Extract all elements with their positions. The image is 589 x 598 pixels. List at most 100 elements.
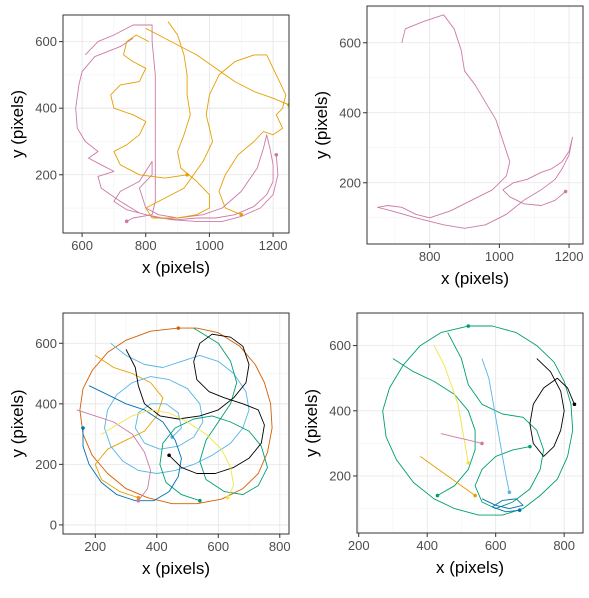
y-axis-title: y (pixels) <box>312 91 331 159</box>
y-tick-label: 0 <box>50 517 57 532</box>
trajectory-end-point <box>466 324 471 328</box>
plot-background <box>63 313 289 534</box>
trajectory-line-3 <box>392 358 476 496</box>
y-tick-label: 200 <box>35 167 57 182</box>
trajectory-line-1 <box>79 327 273 505</box>
x-tick-label: 1000 <box>195 238 224 253</box>
trajectory-line-1 <box>75 37 279 222</box>
y-tick-label: 600 <box>339 35 361 50</box>
trajectory-end-point <box>435 493 440 498</box>
y-tick-label: 400 <box>339 105 361 120</box>
chart-panel-3: 200 400 600 800 0 200 400 600 x (pixels) y (pixel… <box>8 312 291 578</box>
y-tick-label: 600 <box>35 336 57 351</box>
trajectory-end-point <box>572 402 577 407</box>
trajectory-end-point <box>239 212 244 217</box>
y-tick-label: 400 <box>35 101 57 116</box>
trajectory-line-8 <box>433 345 469 463</box>
x-tick-label: 600 <box>71 238 93 253</box>
trajectory-line-4 <box>145 27 289 106</box>
trajectory-line-4 <box>529 358 575 457</box>
x-tick-label: 400 <box>416 538 438 553</box>
trajectory-end-point <box>167 453 171 458</box>
trajectory-line-1 <box>377 14 573 229</box>
series-group <box>382 324 577 516</box>
chart-panel-4: 200 400 600 800 200 400 600 x (pixels) y (pixels… <box>302 312 584 577</box>
y-axis-title: y (pixels) <box>8 389 27 457</box>
x-tick-label: 400 <box>146 539 168 554</box>
trajectory-line-7 <box>420 456 476 496</box>
trajectory-end-point <box>124 219 129 224</box>
trajectory-line-8 <box>101 409 235 498</box>
trajectory-line-5 <box>481 358 510 493</box>
trajectory-end-point <box>176 326 181 330</box>
x-tick-label: 200 <box>84 539 106 554</box>
series-group <box>76 326 273 505</box>
plot-background <box>367 6 583 244</box>
trajectory-end-point <box>81 426 85 430</box>
panel-border <box>62 312 290 535</box>
grid <box>63 15 289 233</box>
chart-panel-1: 600 800 1000 1200 200 400 600 x (pixels) y (pixe… <box>8 14 290 277</box>
trajectory-line-3 <box>145 21 287 219</box>
trajectory-end-point <box>473 493 477 498</box>
trajectory-end-point <box>517 508 522 512</box>
trajectory-line-2 <box>94 355 164 499</box>
x-tick-label: 200 <box>348 538 370 553</box>
y-axis-title: y (pixels) <box>8 90 27 158</box>
x-axis-title: x (pixels) <box>142 258 210 277</box>
trajectory-end-point <box>170 435 174 439</box>
x-tick-label: 800 <box>135 238 157 253</box>
x-tick-label: 600 <box>207 539 229 554</box>
trajectory-line-7 <box>76 409 152 501</box>
series-group <box>377 14 573 229</box>
x-axis-title: x (pixels) <box>436 558 504 577</box>
trajectory-end-point <box>466 461 471 465</box>
trajectory-line-9 <box>440 433 483 444</box>
grid <box>367 6 583 244</box>
plot-background <box>63 15 289 233</box>
trajectory-line-2 <box>84 24 156 222</box>
trajectory-end-point <box>136 495 141 500</box>
x-tick-label: 800 <box>419 249 441 264</box>
trajectory-line-5 <box>82 385 182 502</box>
trajectory-line-5 <box>110 34 188 179</box>
x-tick-label: 800 <box>553 538 575 553</box>
x-axis-title: x (pixels) <box>441 269 509 288</box>
y-tick-label: 400 <box>35 396 57 411</box>
x-tick-label: 800 <box>269 539 291 554</box>
panel-border <box>366 5 584 245</box>
y-axis-title: y (pixels) <box>302 389 321 457</box>
y-tick-label: 200 <box>329 468 351 483</box>
trajectory-end-point <box>136 498 141 503</box>
trajectory-line-6 <box>125 333 265 474</box>
trajectory-line-1 <box>382 325 574 516</box>
trajectory-end-point <box>507 490 512 495</box>
trajectory-line-3 <box>104 342 250 474</box>
y-tick-label: 600 <box>35 34 57 49</box>
y-tick-label: 200 <box>35 457 57 472</box>
trajectory-end-point <box>198 498 202 503</box>
chart-panel-2: 800 1000 1200 200 400 600 x (pixels) y (pixels) <box>312 5 584 288</box>
x-tick-label: 600 <box>485 538 507 553</box>
grid <box>357 313 583 533</box>
x-axis-title: x (pixels) <box>142 559 210 578</box>
trajectory-line-6 <box>481 498 524 513</box>
y-tick-label: 600 <box>329 338 351 353</box>
plot-background <box>357 313 583 533</box>
y-tick-label: 400 <box>329 403 351 418</box>
trajectory-end-point <box>225 495 230 500</box>
trajectory-line-2 <box>447 332 545 510</box>
trajectory-end-point <box>185 172 189 177</box>
x-tick-label: 1200 <box>555 249 584 264</box>
trajectory-end-point <box>528 444 532 449</box>
x-tick-label: 1000 <box>485 249 514 264</box>
grid <box>63 313 289 534</box>
trajectory-end-point <box>563 189 568 194</box>
trajectory-end-point <box>480 441 484 446</box>
panel-border <box>62 14 290 234</box>
panel-border <box>356 312 584 534</box>
trajectory-end-point <box>274 152 279 157</box>
x-tick-label: 1200 <box>259 238 288 253</box>
y-tick-label: 200 <box>339 175 361 190</box>
